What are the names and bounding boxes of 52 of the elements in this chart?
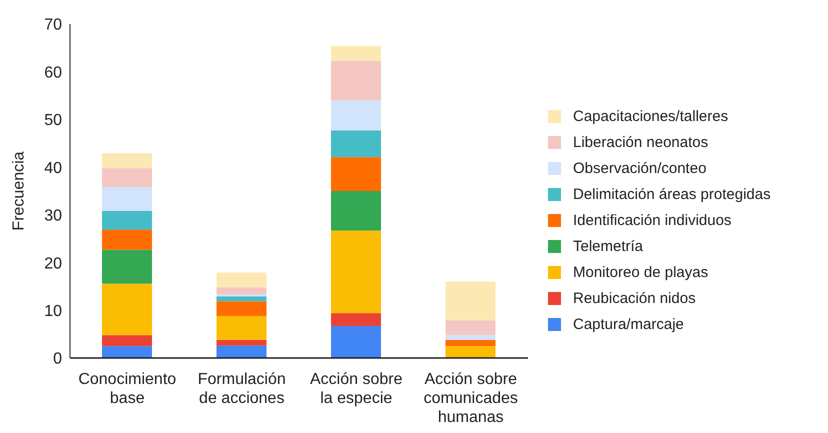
bar — [446, 320, 496, 336]
bar — [216, 287, 266, 295]
legend-label: Capacitaciones/talleres — [573, 108, 728, 125]
bar — [446, 340, 496, 346]
legend-label: Observación/conteo — [573, 160, 706, 177]
bar — [102, 187, 152, 212]
bar — [102, 153, 152, 168]
bar — [102, 211, 152, 230]
x-tick-label: Acción sobre comunicades humanas — [424, 371, 518, 426]
y-tick-label: 0 — [53, 350, 62, 368]
bar — [331, 46, 381, 61]
legend-label: Telemetría — [573, 238, 644, 255]
x-tick-label: Acción sobre la especie — [310, 371, 403, 407]
bar — [216, 340, 266, 346]
bar — [102, 168, 152, 188]
bar — [446, 282, 496, 320]
y-tick-label: 10 — [44, 302, 62, 320]
bar — [102, 230, 152, 250]
y-tick-label: 40 — [44, 160, 62, 177]
y-tick-label: 70 — [44, 16, 62, 34]
bar — [331, 100, 381, 130]
legend-label: Identificación individuos — [573, 212, 732, 229]
bar — [331, 130, 381, 158]
bar — [216, 272, 266, 288]
y-tick-label: 50 — [44, 112, 62, 130]
bar — [216, 316, 266, 340]
x-tick-label: Formulación de acciones — [198, 371, 286, 407]
bar — [216, 296, 266, 302]
bar — [102, 335, 152, 346]
bar — [331, 157, 381, 191]
y-tick-label: 60 — [44, 64, 62, 82]
y-axis-title: Frecuencia — [10, 151, 28, 231]
bar — [331, 313, 381, 326]
y-tick-label: 20 — [44, 255, 62, 272]
bar — [331, 230, 381, 314]
legend-label: Monitoreo de playas — [573, 264, 708, 281]
bar — [102, 250, 152, 284]
y-tick-label: 30 — [44, 208, 62, 225]
legend-label: Liberación neonatos — [573, 134, 708, 151]
legend-label: Reubicación nidos — [573, 290, 696, 307]
bar — [446, 346, 496, 358]
bar — [331, 191, 381, 231]
legend-label: Delimitación áreas protegidas — [573, 186, 771, 203]
bar — [331, 326, 381, 358]
bar — [216, 346, 266, 358]
bar — [446, 335, 496, 340]
bar — [331, 60, 381, 100]
legend-label: Captura/marcaje — [573, 316, 684, 333]
bar — [216, 301, 266, 316]
bar — [102, 284, 152, 336]
x-tick-label: Conocimiento base — [78, 371, 176, 407]
bar — [102, 346, 152, 358]
